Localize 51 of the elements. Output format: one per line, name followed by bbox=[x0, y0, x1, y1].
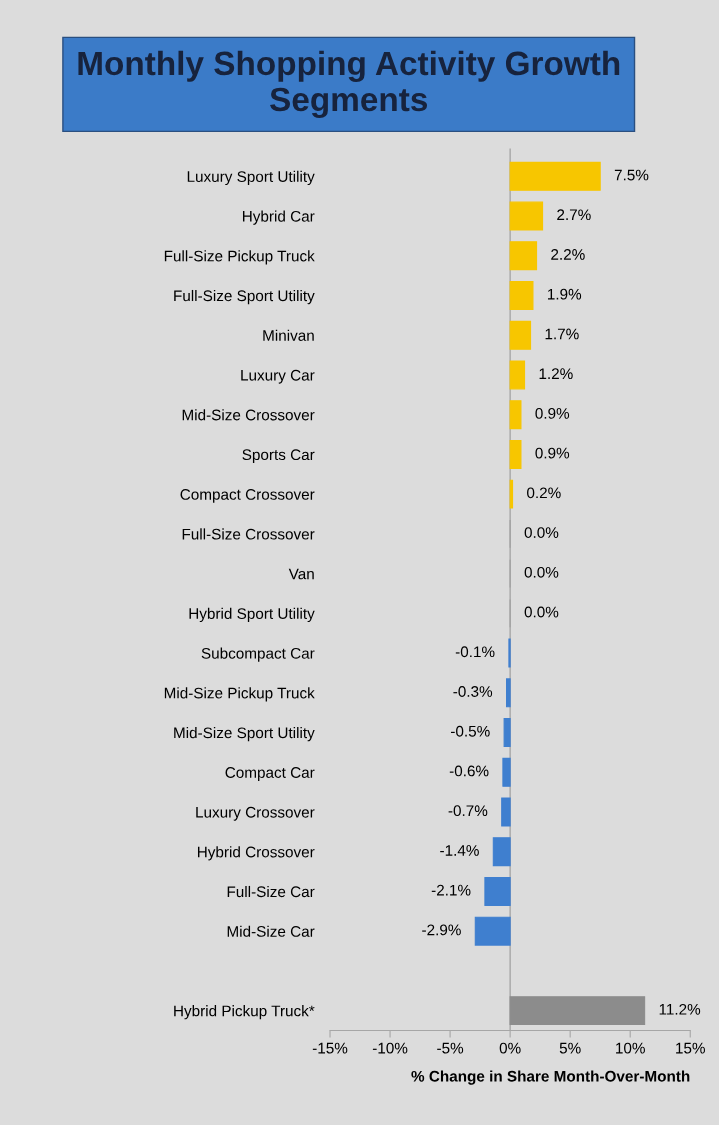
y-tick-label: Mid-Size Car bbox=[227, 925, 315, 937]
data-label: -0.7% bbox=[448, 805, 488, 817]
data-label: 0.9% bbox=[535, 447, 570, 459]
chart-title: Monthly Shopping Activity Growth Segments bbox=[78, 50, 620, 119]
y-tick-label: Sports Car bbox=[242, 449, 315, 464]
x-tick-label: 5% bbox=[559, 1042, 581, 1054]
data-label: 1.9% bbox=[548, 288, 582, 300]
data-label: 0.9% bbox=[535, 407, 570, 419]
data-label: 11.2% bbox=[659, 1003, 701, 1015]
x-tick-label: -10% bbox=[372, 1042, 408, 1054]
data-label: -0.1% bbox=[455, 646, 495, 658]
data-label: -0.6% bbox=[449, 765, 489, 777]
y-tick-label: Luxury Car bbox=[241, 369, 315, 384]
x-tick-label: -15% bbox=[312, 1042, 348, 1054]
y-tick-label: Luxury Sport Utility bbox=[187, 170, 315, 186]
data-label: 0.0% bbox=[524, 566, 559, 578]
y-tick-label: Subcompact Car bbox=[201, 647, 315, 662]
x-tick-label: 0% bbox=[499, 1042, 521, 1054]
y-tick-label: Hybrid Pickup Truck* bbox=[174, 1005, 315, 1020]
data-label: 1.2% bbox=[539, 368, 573, 379]
y-tick-label: Full-Size Car bbox=[227, 885, 315, 898]
y-tick-label: Compact Car bbox=[225, 767, 315, 781]
data-label: 0.0% bbox=[524, 606, 559, 618]
data-label: 0.2% bbox=[527, 487, 561, 499]
x-tick-label: -5% bbox=[437, 1042, 464, 1054]
y-tick-label: Full-Size Crossover bbox=[182, 528, 315, 540]
data-label: -0.3% bbox=[453, 686, 493, 697]
y-tick-label: Hybrid Crossover bbox=[197, 846, 315, 861]
y-tick-label: Minivan bbox=[263, 329, 314, 341]
data-label: -0.5% bbox=[451, 725, 490, 737]
data-label: 1.7% bbox=[545, 328, 579, 340]
data-label: 0.0% bbox=[524, 527, 559, 538]
y-tick-label: Van bbox=[288, 568, 314, 580]
data-label: 2.2% bbox=[551, 249, 585, 260]
x-tick-label: 10% bbox=[616, 1042, 645, 1054]
y-tick-label: Mid-Size Pickup Truck bbox=[164, 687, 315, 702]
data-label: 2.7% bbox=[557, 209, 591, 221]
x-axis-title: % Change in Share Month-Over-Month bbox=[411, 1070, 690, 1085]
y-tick-label: Hybrid Car bbox=[242, 210, 315, 225]
data-label: -2.9% bbox=[422, 924, 461, 936]
y-tick-label: Full-Size Sport Utility bbox=[174, 289, 315, 305]
x-tick-label: 15% bbox=[676, 1042, 705, 1054]
y-tick-label: Mid-Size Sport Utility bbox=[174, 726, 315, 742]
data-label: -1.4% bbox=[440, 845, 479, 856]
y-tick-label: Mid-Size Crossover bbox=[182, 409, 315, 421]
data-label: -2.1% bbox=[431, 884, 471, 896]
y-tick-label: Compact Crossover bbox=[180, 489, 315, 503]
y-tick-label: Hybrid Sport Utility bbox=[189, 607, 315, 623]
data-label: 7.5% bbox=[614, 169, 649, 181]
y-tick-label: Full-Size Pickup Truck bbox=[164, 250, 315, 265]
y-tick-label: Luxury Crossover bbox=[196, 806, 315, 821]
